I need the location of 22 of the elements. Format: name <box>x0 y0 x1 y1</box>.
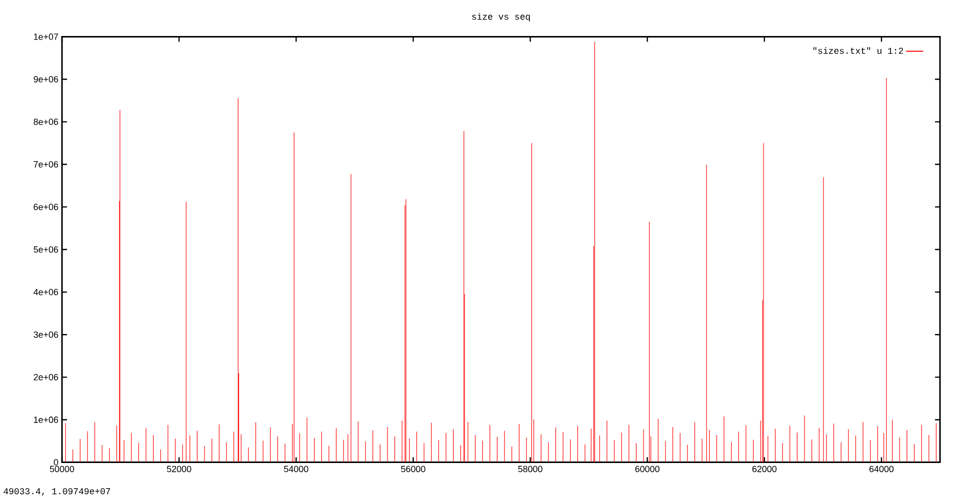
y-tick-label: 1e+07 <box>34 34 58 40</box>
x-tick-label: 62000 <box>752 466 777 472</box>
y-tick-label: 4e+06 <box>34 288 58 296</box>
y-tick-label: 7e+06 <box>34 161 58 168</box>
y-tick-label: 0 <box>54 459 58 466</box>
y-tick-label: 5e+06 <box>34 246 58 253</box>
y-tick-label: 8e+06 <box>34 118 58 125</box>
y-tick-label: 1e+06 <box>34 416 58 423</box>
y-tick-label: 2e+06 <box>34 374 58 380</box>
x-tick-label: 58000 <box>518 466 542 472</box>
y-tick-label: 6e+06 <box>34 204 58 210</box>
chart-title: size vs seq <box>472 13 530 22</box>
x-tick-label: 64000 <box>869 466 894 472</box>
x-tick-label: 50000 <box>50 466 74 472</box>
x-tick-label: 52000 <box>166 466 192 472</box>
x-tick-label: 60000 <box>635 466 660 472</box>
legend-label: "sizes.txt" u 1:2 <box>813 47 904 54</box>
y-tick-label: 3e+06 <box>34 331 58 338</box>
x-tick-label: 56000 <box>401 466 426 472</box>
text: 49033.4, 1.09749e+07 <box>4 488 110 496</box>
y-tick-label: 9e+06 <box>34 76 58 82</box>
x-tick-label: 54000 <box>284 466 308 472</box>
